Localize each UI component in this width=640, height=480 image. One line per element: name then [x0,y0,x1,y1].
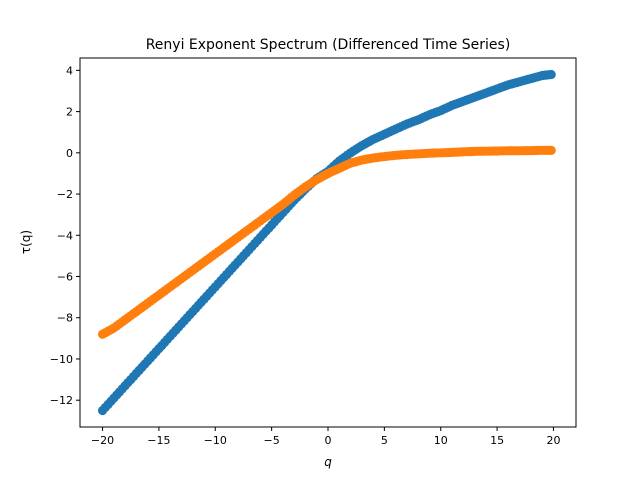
y-axis-label: τ(q) [19,230,33,254]
y-tick-label: 0 [66,147,73,160]
y-tick-label: −6 [57,271,73,284]
y-tick-label: −12 [50,394,73,407]
axes-frame [79,57,577,428]
series-2 [97,145,556,339]
chart-title: Renyi Exponent Spectrum (Differenced Tim… [146,37,511,53]
x-tick-label: 5 [381,434,388,447]
x-tick-label: 20 [546,434,560,447]
y-tick-label: −10 [50,353,73,366]
x-tick-label: −5 [264,434,280,447]
x-tick-label: −20 [91,434,114,447]
plot-area [97,69,556,416]
x-axis-label: q [324,455,332,469]
series-1-point [546,69,556,80]
x-tick-label: −15 [147,434,170,447]
x-tick-label: −10 [204,434,227,447]
x-tick-label: 10 [434,434,448,447]
y-tick-label: −2 [57,188,73,201]
y-tick-label: 2 [66,106,73,119]
y-tick-label: 4 [66,64,73,77]
x-tick-label: 0 [325,434,332,447]
x-tick-label: 15 [490,434,504,447]
y-tick-label: −4 [57,229,73,242]
series-2-point [546,145,556,155]
y-tick-label: −8 [57,312,73,325]
